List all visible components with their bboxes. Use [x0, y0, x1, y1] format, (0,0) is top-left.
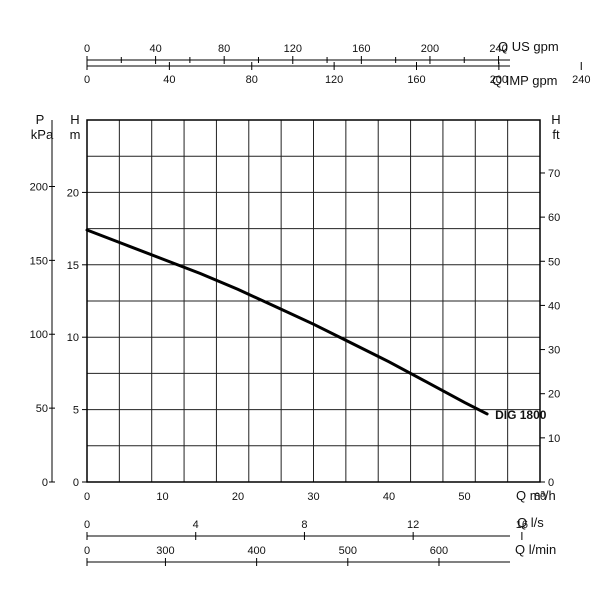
x-tick-label-m3h: 60 — [534, 491, 546, 503]
x-ls-tick-label: 8 — [301, 519, 307, 531]
x-impgpm-tick-label: 40 — [163, 74, 175, 86]
x-tick-label-m3h: 40 — [383, 491, 395, 503]
x-tick-label-m3h: 10 — [156, 491, 168, 503]
x-axis-lmin-unit: Q l/min — [515, 542, 556, 557]
x-axis-m3h-unit: Q m³/h — [516, 488, 556, 503]
x-axis-usgpm-unit: Q US gpm — [498, 39, 559, 54]
series-dig-1800-line — [85, 228, 489, 416]
x-lmin-tick-label: 0 — [84, 545, 90, 557]
y-tick-label-kpa: 150 — [30, 255, 48, 267]
y-tick-label-kpa: 200 — [30, 181, 48, 193]
y-tick-label-kpa: 0 — [42, 477, 48, 489]
x-lmin-tick-label: 600 — [430, 545, 448, 557]
x-tick-label-m3h: 30 — [307, 491, 319, 503]
y-tick-label-m: 0 — [73, 477, 79, 489]
x-usgpm-tick-label: 0 — [84, 43, 90, 55]
x-impgpm-tick-label: 200 — [490, 74, 508, 86]
y-tick-label-ft: 0 — [548, 477, 554, 489]
x-usgpm-tick-label: 200 — [421, 43, 439, 55]
y-left-inner-unit: m — [70, 127, 81, 142]
x-axis-impgpm-unit: Q IMP gpm — [492, 73, 558, 88]
x-impgpm-tick-label: 80 — [246, 74, 258, 86]
x-tick-label-m3h: 0 — [84, 491, 90, 503]
y-tick-label-ft: 30 — [548, 345, 560, 357]
x-ls-tick-label: 0 — [84, 519, 90, 531]
y-left-outer-unit: kPa — [31, 127, 54, 142]
y-tick-label-m: 15 — [67, 260, 79, 272]
y-tick-label-m: 5 — [73, 405, 79, 417]
y-left-outer-label: P — [36, 112, 45, 127]
grid — [86, 119, 541, 483]
y-tick-label-m: 20 — [67, 187, 79, 199]
x-axis-ls-unit: Q l/s — [517, 515, 544, 530]
x-lmin-tick-label: 400 — [247, 545, 265, 557]
y-right-label: H — [551, 112, 560, 127]
x-impgpm-tick-label: 120 — [325, 74, 343, 86]
y-tick-label-ft: 60 — [548, 212, 560, 224]
x-lmin-tick-label: 300 — [156, 545, 174, 557]
x-tick-label-m3h: 20 — [232, 491, 244, 503]
x-ls-tick-label: 4 — [193, 519, 199, 531]
y-tick-label-ft: 40 — [548, 300, 560, 312]
y-tick-label-ft: 10 — [548, 433, 560, 445]
y-tick-label-m: 10 — [67, 332, 79, 344]
y-tick-label-ft: 20 — [548, 389, 560, 401]
x-impgpm-tick-label: 160 — [407, 74, 425, 86]
y-tick-label-ft: 50 — [548, 256, 560, 268]
y-tick-label-kpa: 50 — [36, 403, 48, 415]
y-left-inner-label: H — [70, 112, 79, 127]
x-impgpm-tick-label: 0 — [84, 74, 90, 86]
x-tick-label-m3h: 50 — [458, 491, 470, 503]
y-tick-label-ft: 70 — [548, 168, 560, 180]
y-right-unit: ft — [552, 127, 560, 142]
y-tick-label-kpa: 100 — [30, 329, 48, 341]
x-ls-tick-label: 12 — [407, 519, 419, 531]
x-usgpm-tick-label: 40 — [149, 43, 161, 55]
x-usgpm-tick-label: 80 — [218, 43, 230, 55]
x-impgpm-tick-label: 240 — [572, 74, 590, 86]
series-label-dig-1800: DIG 1800 — [495, 408, 547, 422]
x-lmin-tick-label: 500 — [339, 545, 357, 557]
plot-frame — [86, 119, 541, 483]
x-usgpm-tick-label: 240 — [489, 43, 507, 55]
x-usgpm-tick-label: 120 — [284, 43, 302, 55]
x-ls-tick-label: 16 — [516, 519, 528, 531]
x-usgpm-tick-label: 160 — [352, 43, 370, 55]
